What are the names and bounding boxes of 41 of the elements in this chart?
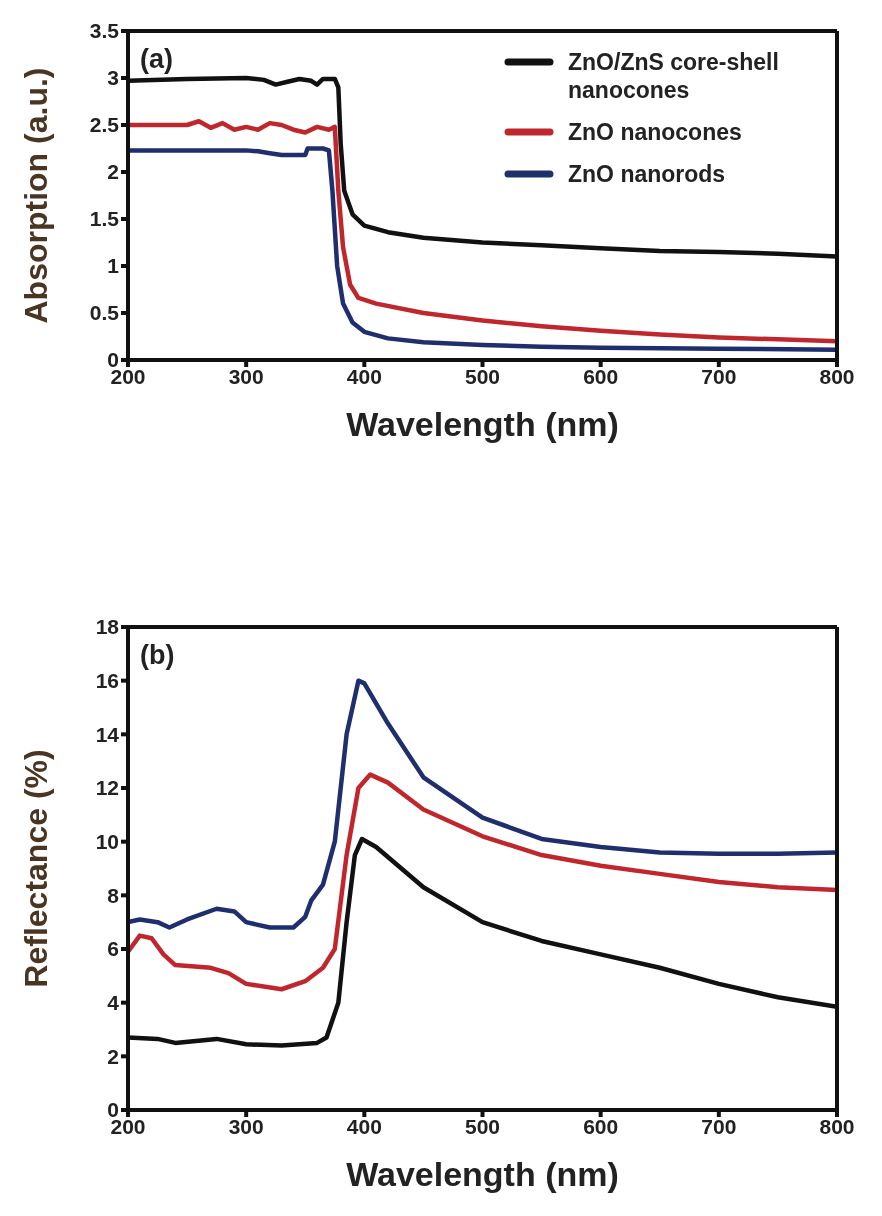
x-tick-label: 700 [701, 1114, 737, 1138]
y-tick-label: 1 [107, 254, 120, 278]
legend-label: ZnO nanorods [568, 160, 726, 188]
y-tick-label: 2 [107, 1044, 119, 1068]
y-tick-label: 3.5 [89, 19, 120, 43]
x-tick-label: 600 [583, 1114, 619, 1138]
line-series [128, 678, 837, 930]
x-tick-label: 300 [228, 1114, 264, 1138]
annotation: (a) [140, 44, 173, 75]
x-tick-label: 600 [583, 364, 619, 388]
line-series [128, 118, 837, 344]
y-tick-label: 14 [95, 722, 120, 746]
y-tick-label: 0.5 [89, 301, 120, 325]
x-tick-label: 500 [464, 364, 501, 388]
y-axis-title: Absorption (a.u.) [18, 67, 55, 324]
line-series [128, 772, 837, 992]
y-tick-label: 4 [107, 991, 120, 1015]
x-tick-label: 700 [701, 364, 737, 388]
line-series [128, 146, 837, 352]
y-tick-label: 2 [107, 160, 119, 184]
annotation: (b) [140, 640, 175, 671]
y-tick-label: 10 [95, 830, 119, 854]
y-tick-label: 8 [107, 883, 120, 907]
x-axis-title: Wavelength (nm) [346, 1155, 619, 1193]
x-tick-label: 800 [819, 1114, 855, 1138]
y-tick-label: 16 [95, 669, 119, 693]
y-axis-title: Reflectance (%) [18, 749, 55, 988]
x-tick-label: 400 [346, 1114, 382, 1138]
x-tick-label: 300 [228, 364, 264, 388]
y-tick-label: 18 [95, 615, 120, 639]
legend-label: ZnO nanocones [568, 118, 742, 146]
x-tick-label: 400 [346, 364, 382, 388]
y-tick-label: 6 [107, 937, 119, 961]
y-tick-label: 3 [107, 66, 119, 90]
x-tick-label: 500 [464, 1114, 501, 1138]
x-axis-title: Wavelength (nm) [346, 405, 619, 443]
y-tick-label: 12 [95, 776, 119, 800]
x-tick-label: 800 [819, 364, 855, 388]
y-tick-label: 2.5 [89, 113, 120, 137]
legend-label: ZnO/ZnS core-shell nanocones [568, 48, 780, 104]
y-tick-label: 1.5 [89, 207, 120, 231]
